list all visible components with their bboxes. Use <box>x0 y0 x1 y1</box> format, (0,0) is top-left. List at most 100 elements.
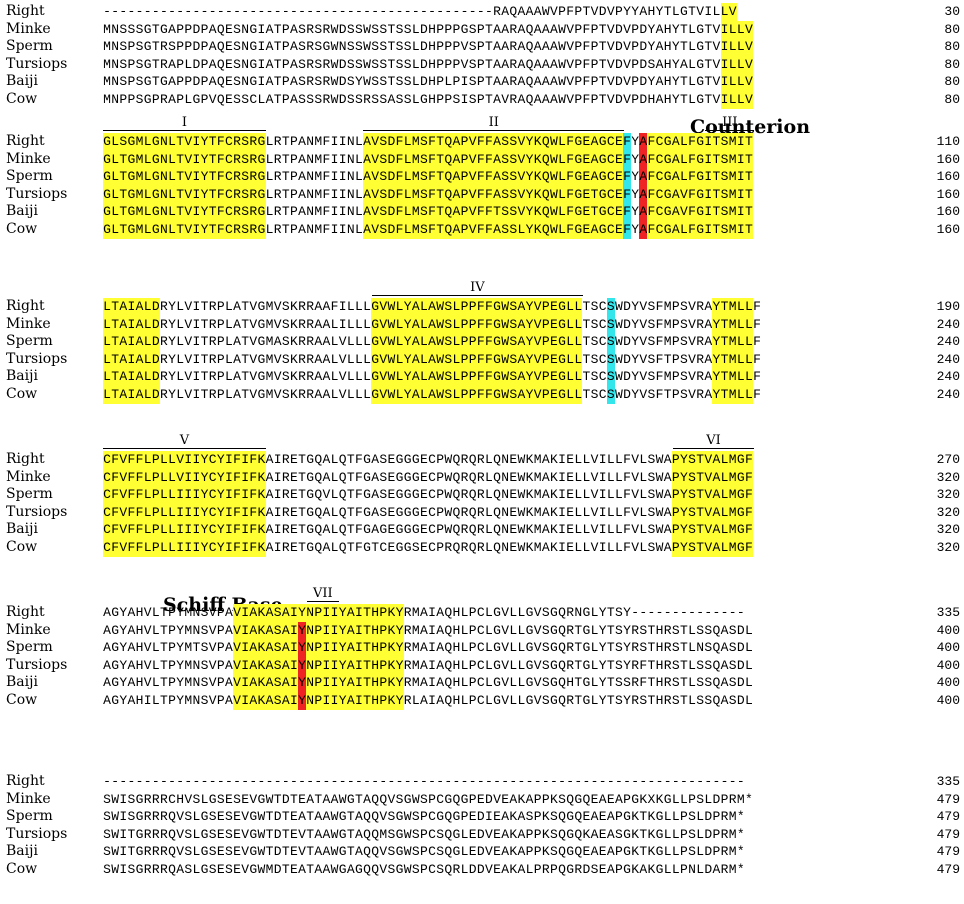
species-name: Cow <box>6 691 38 708</box>
species-name: Baiji <box>6 203 38 220</box>
residue-count: 400 <box>936 622 960 638</box>
residue-count: 190 <box>936 299 960 314</box>
residue-count: 240 <box>936 334 960 350</box>
alignment-row: Sperm SWISGRRRQVSLGSESEVGWTDTEATAAWGTAQQV… <box>0 808 964 826</box>
alignment-block: Right -----------------------------------… <box>0 3 964 109</box>
alignment-row: Baiji AGYAHVLTPYMNSVPAVIAKASAIYNPIIYAITHP… <box>0 674 964 692</box>
species-name: Sperm <box>6 38 53 55</box>
tm-segment-marker: VII <box>306 587 340 602</box>
residue-count: 479 <box>936 826 960 842</box>
sequence: ----------------------------------------… <box>103 3 737 21</box>
species-name: Tursiops <box>6 55 68 72</box>
sequence: GLTGMLGNLTVIYTFCRSRGLRTPANMFIINLAVSDFLMS… <box>103 203 753 221</box>
sequence: GLTGMLGNLTVIYTFCRSRGLRTPANMFIINLAVSDFLMS… <box>103 220 753 239</box>
residue-count: 400 <box>936 692 960 708</box>
sequence: GLSGMLGNLTVIYTFCRSRGLRTPANMFIINLAVSDFLMS… <box>103 133 753 151</box>
species-name: Right <box>6 604 45 620</box>
sequence: LTAIALDRYLVITRPLATVGMVSKRRAALVLLLGVWLYAL… <box>103 368 761 386</box>
residue-count: 240 <box>936 369 960 385</box>
alignment-row: Tursiops CFVFFLPLLIIIYCYIFIFKAIRETGQALQTF… <box>0 503 964 522</box>
residue-count: 335 <box>936 774 960 789</box>
species-name: Minke <box>6 315 51 332</box>
species-name: Cow <box>6 860 38 877</box>
sequence: AGYAHVLTPYMNSVPAVIAKASAIYNPIIYAITHPKYRMA… <box>103 621 753 640</box>
sequence: MNSPSGTRSPPDPAQESNGIATPASRSGWNSSWSSTSSLD… <box>103 38 753 56</box>
sequence: SWISGRRRCHVSLGSESEVGWTDTEATAAWGTAQQVSGWS… <box>103 791 753 807</box>
species-name: Sperm <box>6 333 53 350</box>
alignment-row: Right -----------------------------------… <box>0 3 964 21</box>
alignment-row: Tursiops SWITGRRRQVSLGSESEVGWTDTEVTAAWGTA… <box>0 826 964 844</box>
species-name: Tursiops <box>6 825 68 842</box>
tm-marker-row: IV <box>0 278 964 298</box>
residue-count: 320 <box>936 504 960 520</box>
tm-segment-marker: III <box>705 116 755 131</box>
sequence: SWITGRRRQVSLGSESEVGWTDTEVTAAWGTAQQVSGWSP… <box>103 844 745 860</box>
alignment-row: Baiji MNSPSGTGAPPDPAQESNGIATPASRSRWDSYWSS… <box>0 73 964 91</box>
residue-count: 160 <box>936 169 960 185</box>
alignment-row: Tursiops GLTGMLGNLTVIYTFCRSRGLRTPANMFIINL… <box>0 185 964 204</box>
sequence: AGYAHILTPYMNSVPAVIAKASAIYNPIIYAITHPKYRLA… <box>103 691 753 710</box>
residue-count: 479 <box>936 791 960 807</box>
residue-count: 240 <box>936 316 960 332</box>
sequence: CFVFFLPLLVIIYCYIFIFKAIRETGQALQTFGASEGGGE… <box>103 451 753 469</box>
sequence: MNSSSGTGAPPDPAQESNGIATPASRSRWDSSWSSTSSLD… <box>103 20 753 39</box>
sequence: CFVFFLPLLVIIYCYIFIFKAIRETGQALQTFGASEGGGE… <box>103 468 753 487</box>
residue-count: 335 <box>936 605 960 620</box>
residue-count: 80 <box>944 21 960 37</box>
residue-count: 479 <box>936 809 960 825</box>
species-name: Tursiops <box>6 350 68 367</box>
alignment-row: Right AGYAHVLTPYMNSVPAVIAKASAIYNPIIYAITHP… <box>0 604 964 622</box>
alignment-row: Right -----------------------------------… <box>0 773 964 791</box>
tm-marker-row: VII <box>0 584 964 604</box>
sequence: GLTGMLGNLTVIYTFCRSRGLRTPANMFIINLAVSDFLMS… <box>103 185 753 204</box>
species-name: Cow <box>6 90 38 107</box>
residue-count: 240 <box>936 351 960 367</box>
alignment-row: Baiji SWITGRRRQVSLGSESEVGWTDTEVTAAWGTAQQV… <box>0 843 964 861</box>
sequence: LTAIALDRYLVITRPLATVGMVSKRRAALILLLGVWLYAL… <box>103 315 761 334</box>
sequence: LTAIALDRYLVITRPLATVGMVSKRRAAFILLLGVWLYAL… <box>103 298 761 316</box>
residue-count: 320 <box>936 539 960 555</box>
sequence: CFVFFLPLLIIIYCYIFIFKAIRETGQALQTFGAGEGGGE… <box>103 521 753 539</box>
tm-segment-marker: IV <box>371 281 584 296</box>
alignment-row: Right CFVFFLPLLVIIYCYIFIFKAIRETGQALQTFGAS… <box>0 451 964 469</box>
alignment-block: VII Right AGYAHVLTPYMNSVPAVIAKASAIYNPIIYAI… <box>0 584 964 710</box>
species-name: Minke <box>6 790 51 807</box>
residue-count: 80 <box>944 74 960 90</box>
alignment-row: Sperm LTAIALDRYLVITRPLATVGMASKRRAALVLLLGV… <box>0 333 964 351</box>
residue-count: 160 <box>936 221 960 237</box>
sequence: ----------------------------------------… <box>103 774 745 789</box>
sequence: AGYAHVLTPYMTSVPAVIAKASAIYNPIIYAITHPKYRMA… <box>103 639 753 657</box>
species-name: Tursiops <box>6 503 68 520</box>
species-name: Sperm <box>6 486 53 503</box>
residue-count: 80 <box>944 56 960 72</box>
counterion-label: Counterion <box>690 116 811 138</box>
tm-segment-marker: V <box>103 434 266 449</box>
alignment-row: Tursiops MNSPSGTRAPLDPAQESNGIATPASRSRWDSS… <box>0 55 964 74</box>
species-name: Tursiops <box>6 656 68 673</box>
species-name: Baiji <box>6 674 38 691</box>
residue-count: 270 <box>936 452 960 467</box>
tm-segment-marker: VI <box>672 434 755 449</box>
alignment-row: Cow CFVFFLPLLIIIYCYIFIFKAIRETGQALQTFGTCEG… <box>0 538 964 557</box>
species-name: Baiji <box>6 368 38 385</box>
alignment-row: Minke LTAIALDRYLVITRPLATVGMVSKRRAALILLLGV… <box>0 315 964 334</box>
tm-segment-marker: II <box>363 116 624 131</box>
species-name: Sperm <box>6 808 53 825</box>
alignment-row: Tursiops AGYAHVLTPYMNSVPAVIAKASAIYNPIIYAI… <box>0 656 964 675</box>
residue-count: 80 <box>944 91 960 107</box>
species-name: Baiji <box>6 521 38 538</box>
sequence: MNSPSGTRAPLDPAQESNGIATPASRSRWDSSWSSTSSLD… <box>103 55 753 74</box>
sequence: SWITGRRRQVSLGSESEVGWTDTEVTAAWGTAQQMSGWSP… <box>103 826 745 842</box>
alignment-row: Cow SWISGRRRQASLGSESEVGWMDTEATAAWGAGQQVSG… <box>0 861 964 879</box>
sequence: GLTGMLGNLTVIYTFCRSRGLRTPANMFIINLAVSDFLMS… <box>103 150 753 169</box>
species-name: Right <box>6 298 45 314</box>
sequence: MNPPSGPRAPLGPVQESSCLATPASSSRWDSSRSSASSLG… <box>103 90 753 109</box>
alignment-row: Baiji GLTGMLGNLTVIYTFCRSRGLRTPANMFIINLAVS… <box>0 203 964 221</box>
species-name: Right <box>6 451 45 467</box>
residue-count: 160 <box>936 186 960 202</box>
species-name: Minke <box>6 150 51 167</box>
alignment-block: IV Right LTAIALDRYLVITRPLATVGMVSKRRAAFILLL… <box>0 278 964 404</box>
alignment-row: Right LTAIALDRYLVITRPLATVGMVSKRRAAFILLLGV… <box>0 298 964 316</box>
residue-count: 479 <box>936 861 960 877</box>
sequence: CFVFFLPLLIIIYCYIFIFKAIRETGQALQTFGASEGGGE… <box>103 503 753 522</box>
